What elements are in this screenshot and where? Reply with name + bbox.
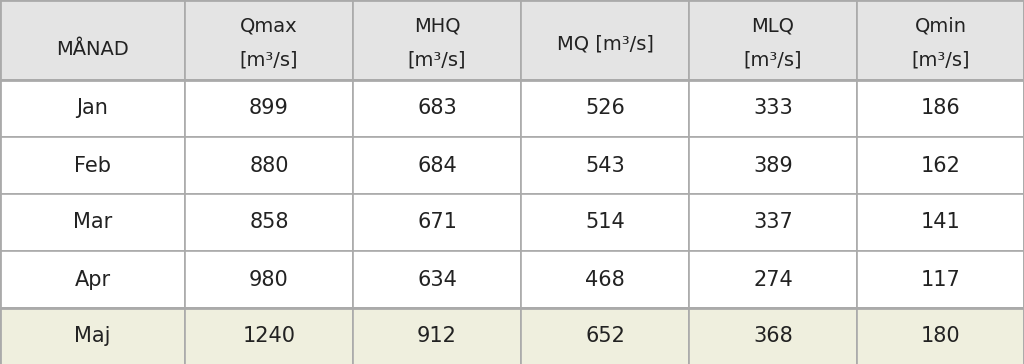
Text: [m³/s]: [m³/s] <box>911 51 970 70</box>
Text: 858: 858 <box>249 213 289 233</box>
Bar <box>0 251 185 308</box>
Bar <box>353 194 521 251</box>
Text: 180: 180 <box>921 327 961 347</box>
Text: Mar: Mar <box>73 213 112 233</box>
Text: 186: 186 <box>921 99 961 119</box>
Text: MÅNAD: MÅNAD <box>56 40 129 59</box>
Text: 274: 274 <box>753 269 793 289</box>
Bar <box>689 194 857 251</box>
Bar <box>689 80 857 137</box>
Text: MHQ: MHQ <box>414 17 461 36</box>
Bar <box>689 137 857 194</box>
Text: 634: 634 <box>417 269 457 289</box>
Bar <box>521 308 689 364</box>
Text: 912: 912 <box>417 327 457 347</box>
Text: 652: 652 <box>585 327 625 347</box>
Text: 683: 683 <box>417 99 457 119</box>
Text: [m³/s]: [m³/s] <box>408 51 466 70</box>
Text: MQ [m³/s]: MQ [m³/s] <box>557 35 653 54</box>
Text: 1240: 1240 <box>243 327 296 347</box>
Bar <box>353 308 521 364</box>
Bar <box>185 194 353 251</box>
Text: 389: 389 <box>753 155 793 175</box>
Text: 368: 368 <box>753 327 793 347</box>
Bar <box>857 137 1024 194</box>
Bar <box>857 80 1024 137</box>
Text: 162: 162 <box>921 155 961 175</box>
Text: [m³/s]: [m³/s] <box>240 51 298 70</box>
Bar <box>521 80 689 137</box>
Text: Jan: Jan <box>77 99 109 119</box>
Text: Apr: Apr <box>75 269 111 289</box>
Bar <box>857 194 1024 251</box>
Bar <box>185 0 353 80</box>
Text: 337: 337 <box>753 213 793 233</box>
Bar <box>0 80 185 137</box>
Text: 671: 671 <box>417 213 457 233</box>
Bar <box>689 251 857 308</box>
Bar <box>353 251 521 308</box>
Bar <box>0 0 185 80</box>
Bar <box>353 80 521 137</box>
Text: 543: 543 <box>585 155 625 175</box>
Bar <box>353 0 521 80</box>
Bar <box>857 0 1024 80</box>
Text: 141: 141 <box>921 213 961 233</box>
Text: 899: 899 <box>249 99 289 119</box>
Text: Qmin: Qmin <box>914 17 967 36</box>
Bar <box>521 194 689 251</box>
Bar <box>521 0 689 80</box>
Text: 333: 333 <box>753 99 793 119</box>
Bar <box>185 251 353 308</box>
Text: 684: 684 <box>417 155 457 175</box>
Bar <box>689 308 857 364</box>
Bar <box>0 194 185 251</box>
Text: 514: 514 <box>585 213 625 233</box>
Text: 526: 526 <box>585 99 625 119</box>
Text: Feb: Feb <box>74 155 111 175</box>
Text: 468: 468 <box>585 269 625 289</box>
Bar <box>185 308 353 364</box>
Bar <box>521 251 689 308</box>
Text: 880: 880 <box>249 155 289 175</box>
Bar <box>185 80 353 137</box>
Bar <box>185 137 353 194</box>
Text: Qmax: Qmax <box>241 17 298 36</box>
Bar <box>0 308 185 364</box>
Bar <box>0 137 185 194</box>
Bar <box>521 137 689 194</box>
Bar <box>857 251 1024 308</box>
Bar <box>689 0 857 80</box>
Text: Maj: Maj <box>75 327 111 347</box>
Text: 980: 980 <box>249 269 289 289</box>
Bar <box>353 137 521 194</box>
Text: [m³/s]: [m³/s] <box>743 51 802 70</box>
Bar <box>857 308 1024 364</box>
Text: MLQ: MLQ <box>752 17 795 36</box>
Text: 117: 117 <box>921 269 961 289</box>
